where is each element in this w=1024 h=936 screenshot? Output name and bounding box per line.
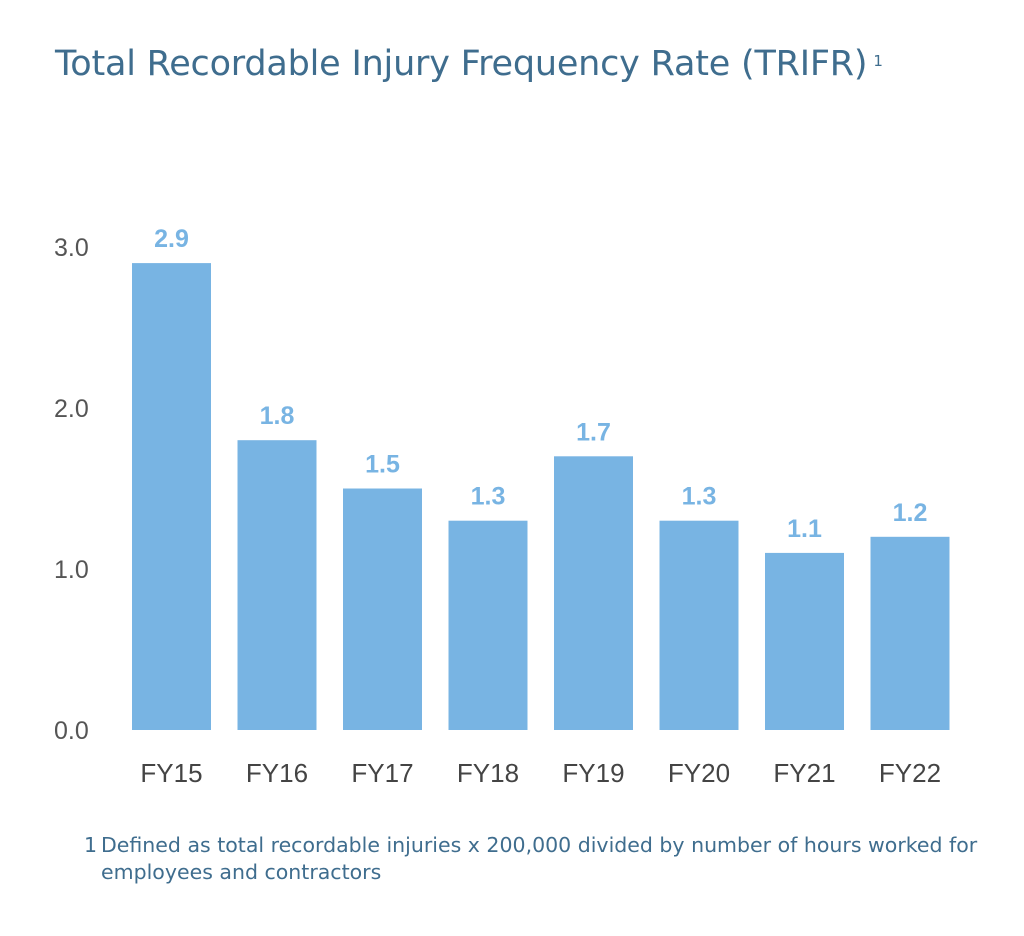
x-tick-label: FY21 [773, 758, 835, 788]
data-label-fy15: 2.9 [154, 225, 189, 253]
y-tick-label: 0.0 [54, 717, 89, 745]
footnote-marker: 1 [84, 833, 98, 857]
y-axis-ticks: 0.0 1.0 2.0 3.0 [54, 234, 89, 745]
bar-fy20 [659, 520, 739, 730]
data-label-fy20: 1.3 [682, 483, 717, 511]
title-footnote-marker: 1 [873, 52, 883, 70]
data-label-fy21: 1.1 [787, 515, 822, 543]
bar-fy16 [237, 440, 317, 730]
data-label-fy19: 1.7 [576, 418, 611, 446]
data-label-fy22: 1.2 [893, 499, 928, 527]
x-tick-label: FY17 [351, 758, 413, 788]
x-tick-label: FY16 [246, 758, 308, 788]
bars [132, 263, 950, 730]
x-tick-label: FY22 [879, 758, 941, 788]
y-tick-label: 1.0 [54, 556, 89, 584]
data-label-fy18: 1.3 [471, 483, 506, 511]
chart-title-text: Total Recordable Injury Frequency Rate (… [55, 44, 868, 84]
bar-fy15 [132, 263, 211, 730]
bar-fy22 [870, 536, 950, 730]
x-tick-label: FY18 [457, 758, 519, 788]
data-labels: 2.9 1.8 1.5 1.3 1.7 1.3 1.1 1.2 [154, 225, 927, 543]
x-tick-label: FY15 [140, 758, 202, 788]
x-axis-ticks: FY15 FY16 FY17 FY18 FY19 FY20 FY21 FY22 [140, 758, 941, 788]
data-label-fy17: 1.5 [365, 451, 400, 479]
bar-fy18 [448, 520, 528, 730]
x-tick-label: FY19 [562, 758, 624, 788]
x-tick-label: FY20 [668, 758, 730, 788]
footnote: 1 Defined as total recordable injuries x… [84, 832, 984, 886]
y-tick-label: 2.0 [54, 395, 89, 423]
y-tick-label: 3.0 [54, 234, 89, 262]
chart-title: Total Recordable Injury Frequency Rate (… [55, 44, 883, 84]
bar-fy17 [343, 488, 422, 730]
bar-fy21 [765, 552, 844, 730]
footnote-text: Defined as total recordable injuries x 2… [101, 833, 978, 884]
bar-fy19 [554, 456, 633, 730]
data-label-fy16: 1.8 [260, 402, 295, 430]
